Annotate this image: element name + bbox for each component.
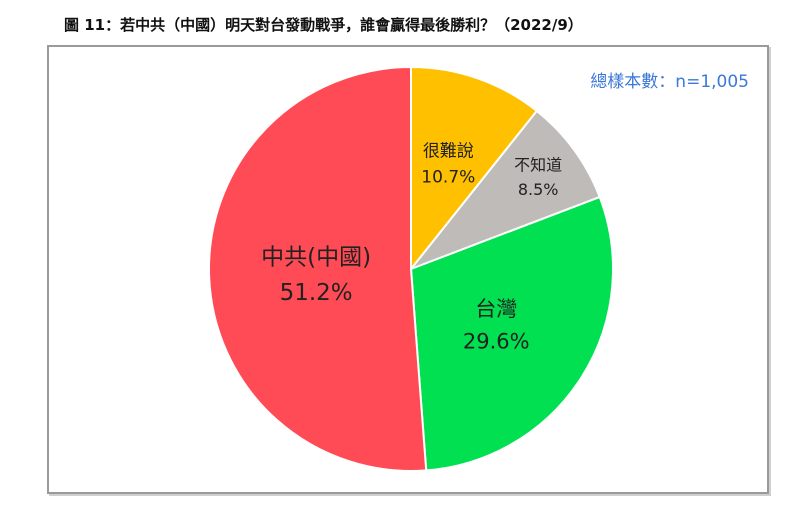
slice-category-label-0: 很難說 [423,141,474,161]
slice-category-label-2: 台灣 [475,297,517,321]
slice-value-label-1: 8.5% [518,180,559,199]
pie-chart: 很難說 10.7% 不知道 8.5% 台灣 29.6% 中共(中國) 51.2% [208,65,614,472]
chart-frame: 總樣本數：n=1,005 很難說 10.7% 不知道 8.5% 台灣 29.6% 中共(中國… [47,45,769,494]
pie-labels: 很難說 10.7% 不知道 8.5% 台灣 29.6% 中共(中國) 51.2% [261,141,562,353]
pie-slices [208,65,614,472]
pie-slice-2 [409,195,614,472]
slice-category-label-3: 中共(中國) [261,245,371,271]
pie-slice-3 [208,65,428,472]
slice-value-label-0: 10.7% [421,168,475,188]
slice-value-label-3: 51.2% [280,280,353,306]
slice-value-label-2: 29.6% [463,329,530,353]
sample-size-note: 總樣本數：n=1,005 [590,72,749,92]
pie-slice-0 [410,65,539,272]
figure-title: 圖 11：若中共（中國）明天對台發動戰爭，誰會贏得最後勝利？（2022/9） [64,16,583,34]
pie-slice-1 [407,109,602,272]
slice-category-label-1: 不知道 [514,155,562,174]
